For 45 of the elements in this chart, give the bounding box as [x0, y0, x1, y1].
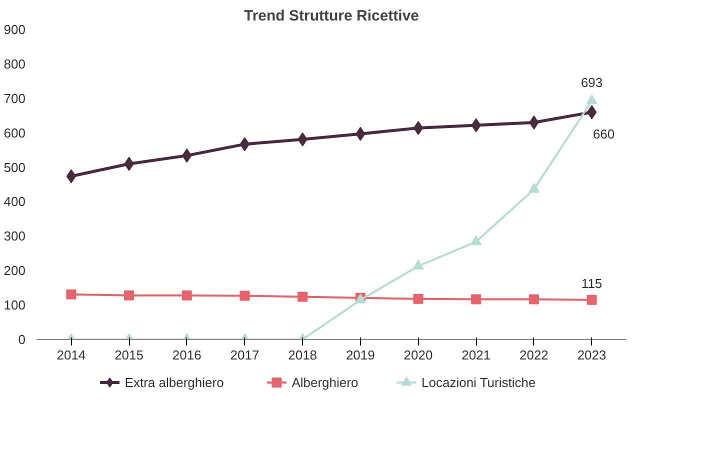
point [529, 116, 539, 130]
y-tick-label: 300 [4, 228, 26, 244]
data-label: 660 [592, 126, 615, 142]
x-tick-label: 2019 [346, 348, 375, 362]
point [66, 169, 76, 184]
point [586, 294, 597, 305]
legend-label: Extra alberghiero [124, 375, 224, 390]
y-tick-label: 700 [4, 90, 26, 106]
legend-label: Locazioni Turistiche [422, 375, 536, 390]
x-tick-label: 2020 [404, 348, 433, 362]
x-tick-label: 2015 [114, 348, 144, 362]
legend-label: Alberghiero [292, 375, 358, 390]
chart-title: Trend Strutture Ricettive [244, 8, 420, 24]
y-tick-label: 500 [4, 160, 26, 175]
y-tick-label: 400 [4, 194, 26, 210]
x-tick-label: 2017 [230, 348, 260, 362]
point [66, 289, 76, 300]
point [182, 290, 192, 300]
point [471, 294, 482, 304]
point [586, 94, 598, 104]
point [298, 292, 308, 302]
x-tick-label: 2014 [56, 348, 86, 362]
y-tick-label: 900 [4, 22, 26, 37]
y-tick-label: 0 [18, 332, 26, 347]
point [240, 290, 250, 301]
x-tick-label: 2021 [462, 348, 491, 362]
data-label: 693 [580, 74, 603, 90]
y-tick-label: 600 [4, 125, 26, 140]
point [528, 183, 540, 193]
y-tick-label: 800 [4, 56, 26, 72]
point [470, 235, 482, 246]
x-tick-label: 2018 [288, 348, 318, 362]
x-tick-label: 2016 [172, 348, 202, 362]
data-label: 115 [581, 276, 602, 291]
point [586, 105, 597, 120]
y-tick-label: 200 [4, 263, 26, 278]
point [240, 137, 250, 152]
point [413, 121, 424, 136]
point [124, 290, 134, 300]
point [528, 294, 539, 304]
point [412, 260, 424, 270]
x-tick-label: 2022 [519, 348, 548, 362]
x-tick-label: 2023 [577, 348, 606, 362]
y-tick-label: 100 [4, 298, 26, 313]
point [413, 294, 424, 304]
